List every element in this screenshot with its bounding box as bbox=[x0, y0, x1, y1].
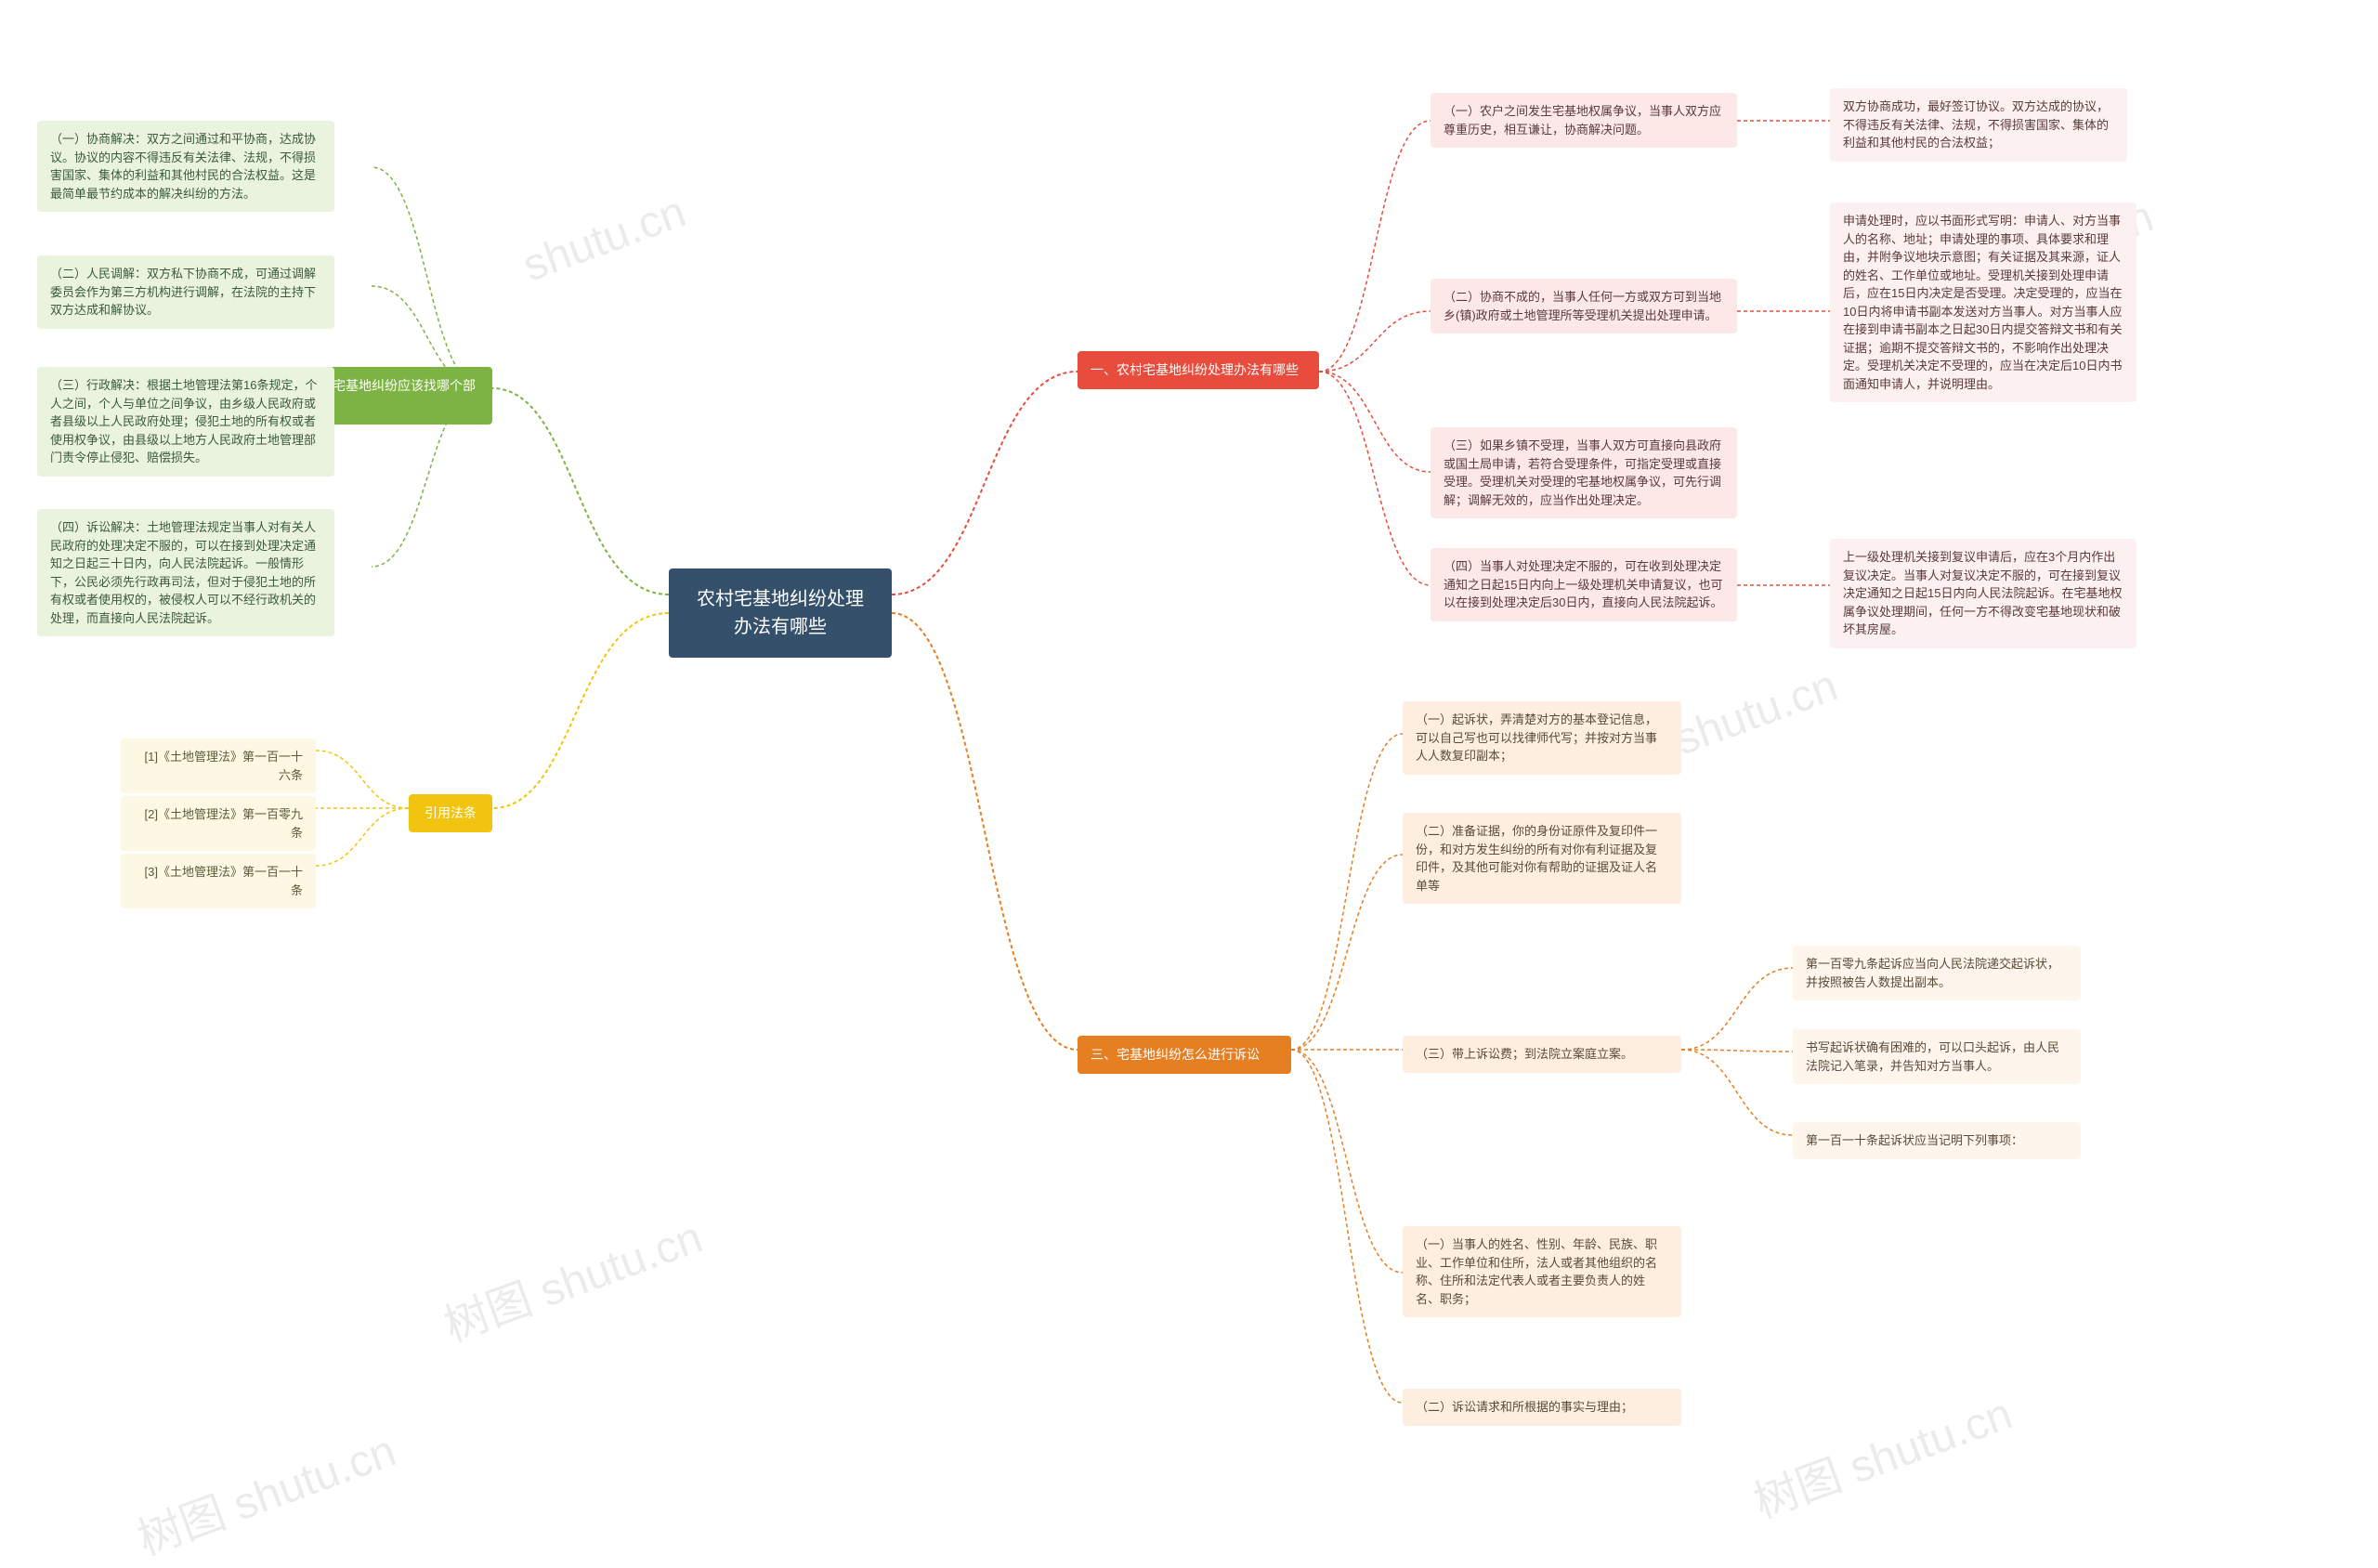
b1-leaf-2: （二）协商不成的，当事人任何一方或双方可到当地乡(镇)政府或土地管理所等受理机关… bbox=[1431, 279, 1737, 333]
b1-leaf-1-sub: 双方协商成功，最好签订协议。双方达成的协议，不得违反有关法律、法规，不得损害国家… bbox=[1830, 88, 2127, 162]
b1-leaf-4-sub: 上一级处理机关接到复议申请后，应在3个月内作出复议决定。当事人对复议决定不服的，… bbox=[1830, 539, 2136, 648]
b3-leaf-4: （一）当事人的姓名、性别、年龄、民族、职业、工作单位和住所，法人或者其他组织的名… bbox=[1403, 1226, 1681, 1317]
b3-leaf-3: （三）带上诉讼费；到法院立案庭立案。 bbox=[1403, 1036, 1681, 1073]
b1-leaf-3: （三）如果乡镇不受理，当事人双方可直接向县政府或国土局申请，若符合受理条件，可指… bbox=[1431, 427, 1737, 518]
b3-leaf-3-sub3: 第一百一十条起诉状应当记明下列事项： bbox=[1793, 1122, 2081, 1159]
b1-leaf-2-sub: 申请处理时，应以书面形式写明：申请人、对方当事人的名称、地址；申请处理的事项、具… bbox=[1830, 203, 2136, 402]
b2-leaf-2: （二）人民调解：双方私下协商不成，可通过调解委员会作为第三方机构进行调解，在法院… bbox=[37, 255, 334, 329]
branch-3: 三、宅基地纠纷怎么进行诉讼 bbox=[1078, 1036, 1291, 1074]
b1-leaf-4: （四）当事人对处理决定不服的，可在收到处理决定通知之日起15日内向上一级处理机关… bbox=[1431, 548, 1737, 621]
watermark: 树图 shutu.cn bbox=[434, 1200, 710, 1353]
b2-leaf-1: （一）协商解决：双方之间通过和平协商，达成协议。协议的内容不得违反有关法律、法规… bbox=[37, 121, 334, 212]
b1-leaf-1: （一）农户之间发生宅基地权属争议，当事人双方应尊重历史，相互谦让，协商解决问题。 bbox=[1431, 93, 1737, 148]
branch-4: 引用法条 bbox=[409, 794, 492, 832]
b3-leaf-3-sub2: 书写起诉状确有困难的，可以口头起诉，由人民法院记入笔录，并告知对方当事人。 bbox=[1793, 1029, 2081, 1084]
b4-leaf-2: [2]《土地管理法》第一百零九条 bbox=[121, 796, 316, 851]
b4-leaf-3: [3]《土地管理法》第一百一十条 bbox=[121, 854, 316, 908]
b3-leaf-2: （二）准备证据，你的身份证原件及复印件一份，和对方发生纠纷的所有对你有利证据及复… bbox=[1403, 813, 1681, 904]
b3-leaf-1: （一）起诉状，弄清楚对方的基本登记信息，可以自己写也可以找律师代写；并按对方当事… bbox=[1403, 701, 1681, 775]
watermark: 树图 shutu.cn bbox=[1744, 1377, 2019, 1530]
b3-leaf-5: （二）诉讼请求和所根据的事实与理由； bbox=[1403, 1389, 1681, 1426]
watermark: shutu.cn bbox=[516, 187, 692, 293]
b2-leaf-3: （三）行政解决：根据土地管理法第16条规定，个人之间，个人与单位之间争议，由乡级… bbox=[37, 367, 334, 477]
b3-leaf-3-sub1: 第一百零九条起诉应当向人民法院递交起诉状，并按照被告人数提出副本。 bbox=[1793, 946, 2081, 1000]
center-node: 农村宅基地纠纷处理办法有哪些 bbox=[669, 568, 892, 658]
b4-leaf-1: [1]《土地管理法》第一百一十六条 bbox=[121, 738, 316, 793]
branch-1: 一、农村宅基地纠纷处理办法有哪些 bbox=[1078, 351, 1319, 389]
watermark: 树图 shutu.cn bbox=[127, 1414, 403, 1567]
b2-leaf-4: （四）诉讼解决：土地管理法规定当事人对有关人民政府的处理决定不服的，可以在接到处… bbox=[37, 509, 334, 636]
watermark: shutu.cn bbox=[1668, 660, 1844, 766]
